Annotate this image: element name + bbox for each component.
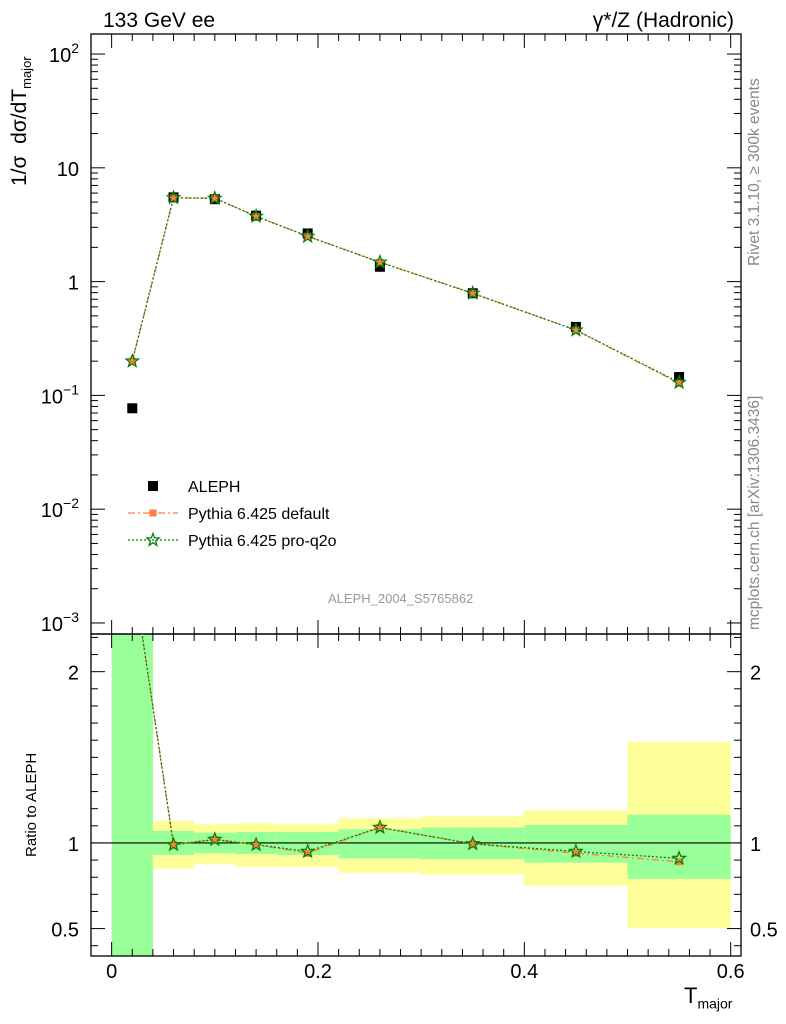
x-tick-label: 0.2 [304, 961, 332, 983]
ratio-y-tick-label-right: 2 [750, 663, 761, 685]
legend-label-1: Pythia 6.425 default [188, 506, 330, 523]
main-point-pythia-default [304, 232, 312, 240]
legend-label-0: ALEPH [188, 479, 240, 496]
ratio-point-pythia-default [304, 849, 312, 857]
main-point-pythia-proq2o [567, 321, 584, 337]
ratio-panel-border [90, 633, 742, 957]
header-right-label: γ*/Z (Hadronic) [592, 9, 734, 32]
rivet-version-label: Rivet 3.1.10, ≥ 300k events [746, 78, 763, 266]
main-point-pythia-proq2o [165, 189, 182, 205]
main-y-tick-label: 102 [49, 40, 79, 67]
main-point-pythia-proq2o [671, 374, 688, 390]
main-y-tick-label: 1 [68, 273, 79, 295]
main-point-pythia-proq2o [206, 189, 223, 205]
ratio-point-pythia-proq2o [567, 843, 584, 859]
main-y-tick-label: 10−1 [41, 381, 79, 408]
ratio-y-tick-label-left: 1 [68, 834, 79, 856]
main-point-pythia-proq2o [371, 253, 388, 269]
ratio-point-pythia-proq2o [299, 843, 316, 859]
main-point-pythia-proq2o [248, 207, 265, 224]
main-point-pythia-default [170, 194, 178, 202]
main-panel-series [124, 189, 688, 414]
band-inner-0 [111, 634, 153, 956]
main-point-pythia-default [211, 194, 219, 202]
main-point-pythia-default [572, 326, 580, 334]
mcplots-label: mcplots.cern.ch [arXiv:1306.3436] [746, 395, 763, 630]
legend-label-2: Pythia 6.425 pro-q2o [188, 533, 337, 550]
y-axis-title-main: 1/σ dσ/dTmajor [8, 56, 35, 186]
x-tick-label: 0.6 [717, 961, 745, 983]
main-point-pythia-default [675, 379, 683, 387]
main-y-tick-label: 10−2 [41, 495, 79, 522]
ratio-point-pythia-default [572, 849, 580, 857]
ratio-panel-series [141, 634, 688, 866]
main-point-aleph [374, 261, 385, 272]
tick-labels: 10−3 10−2 10−1 1 10 102 0.5 0.5 1 1 2 2 0 0.2 0.4 0.6 [41, 40, 778, 983]
main-point-pythia-default [376, 258, 384, 266]
main-y-tick-label: 10−3 [41, 609, 79, 636]
band-inner-8 [627, 814, 731, 879]
ratio-point-pythia-proq2o [165, 836, 182, 852]
ratio-point-pythia-default [252, 841, 260, 849]
ratio-point-pythia-default [376, 824, 384, 832]
main-point-pythia-proq2o [464, 284, 481, 300]
ratio-point-pythia-proq2o [371, 819, 388, 835]
ratio-line-pythia-proq2o [141, 634, 680, 860]
ratio-y-tick-label-right: 0.5 [750, 920, 778, 942]
main-y-tick-label: 10 [57, 159, 79, 181]
main-point-pythia-proq2o [124, 352, 141, 368]
legend-marker-pythia-proq2o [145, 531, 161, 547]
main-point-pythia-default [128, 357, 136, 365]
ratio-y-tick-label-left: 2 [68, 663, 79, 685]
ratio-point-pythia-proq2o [248, 836, 265, 852]
ratio-point-pythia-default [469, 840, 477, 848]
main-point-aleph [127, 403, 138, 414]
analysis-id-label: ALEPH_2004_S5765862 [328, 591, 474, 606]
legend-marker-pythia-default [149, 509, 157, 517]
x-tick-label: 0.4 [510, 961, 538, 983]
ratio-point-pythia-default [170, 841, 178, 849]
main-panel-frame [90, 33, 742, 635]
ratio-point-pythia-proq2o [206, 831, 223, 847]
band-inner-5 [338, 829, 422, 859]
header-left-label: 133 GeV ee [103, 9, 216, 32]
ratio-y-tick-label-left: 0.5 [51, 920, 79, 942]
main-line-pythia-proq2o [131, 197, 680, 383]
main-point-pythia-default [252, 212, 260, 220]
ratio-panel-frame [90, 633, 742, 957]
ratio-point-pythia-default [211, 836, 219, 844]
ratio-y-tick-label-right: 1 [750, 834, 761, 856]
x-tick-label: 0 [106, 961, 117, 983]
x-axis-title: Tmajor [684, 983, 733, 1012]
y-axis-title-ratio: Ratio to ALEPH [23, 752, 40, 857]
ratio-point-pythia-proq2o [464, 835, 481, 851]
main-point-pythia-default [469, 289, 477, 297]
ratio-point-pythia-proq2o [671, 850, 688, 866]
legend-marker-aleph [148, 481, 158, 491]
main-point-pythia-proq2o [299, 227, 316, 244]
ratio-uncertainty-bands [111, 634, 731, 956]
legend: ALEPH Pythia 6.425 default Pythia 6.425 pr… [128, 479, 337, 550]
